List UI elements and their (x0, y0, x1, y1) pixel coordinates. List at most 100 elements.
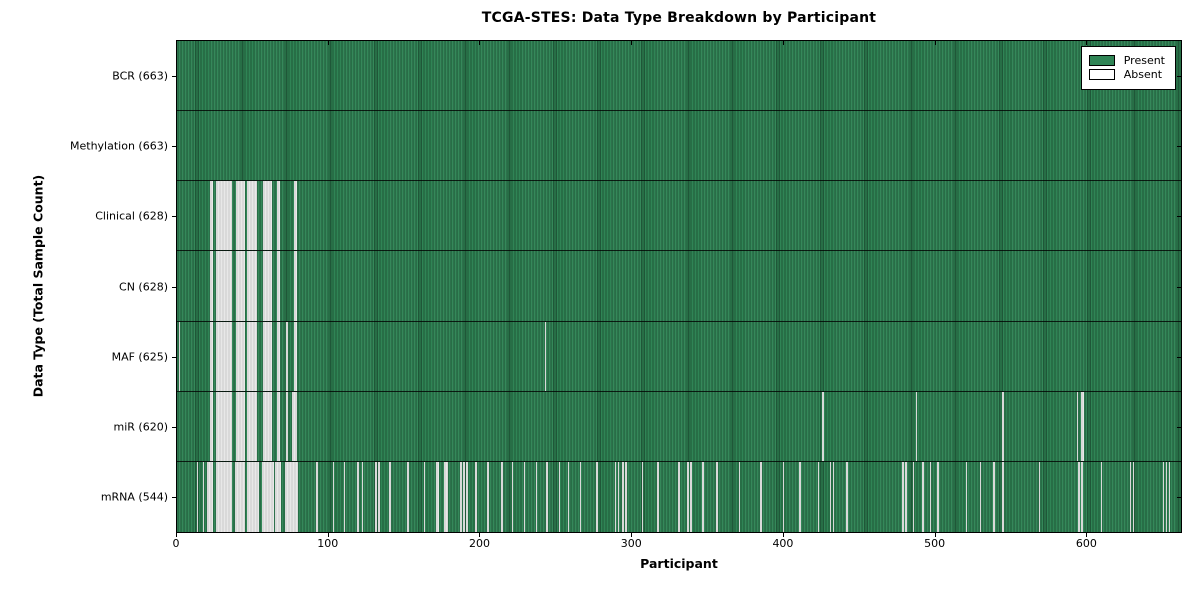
absent-stripe (293, 181, 297, 251)
absent-stripe (993, 461, 995, 532)
absent-stripe (1081, 391, 1085, 461)
absent-stripe (210, 181, 214, 251)
absent-stripe (657, 461, 659, 532)
x-tick-mark (176, 41, 177, 45)
absent-stripe (332, 461, 335, 532)
absent-stripe (236, 391, 246, 461)
ytick-label-cn: CN (628) (119, 280, 168, 293)
absent-stripe (375, 461, 377, 532)
y-tick-mark (172, 76, 176, 78)
absent-stripe (210, 321, 214, 391)
absent-stripe (690, 461, 692, 532)
row-mrna (177, 461, 1181, 532)
absent-stripe (846, 461, 848, 532)
absent-stripe (286, 321, 288, 391)
absent-stripe (937, 461, 939, 532)
absent-stripe (210, 251, 214, 321)
absent-stripe (799, 461, 801, 532)
absent-stripe (596, 461, 598, 532)
absent-stripe (687, 461, 689, 532)
x-axis-label: Participant (640, 556, 718, 571)
absent-stripe (1129, 461, 1131, 532)
absent-stripe (466, 461, 468, 532)
absent-stripe (443, 461, 449, 532)
absent-stripe (544, 321, 547, 391)
absent-stripe (378, 461, 380, 532)
absent-stripe (407, 461, 409, 532)
absent-stripe (276, 181, 280, 251)
absent-stripe (1002, 391, 1004, 461)
legend: Present Absent (1080, 46, 1176, 90)
absent-stripe (822, 391, 824, 461)
absent-stripe (234, 461, 246, 532)
absent-stripe (216, 461, 232, 532)
xtick-label-400: 400 (772, 537, 794, 550)
absent-stripe (236, 251, 246, 321)
y-tick-mark (172, 146, 176, 148)
legend-label-present: Present (1123, 54, 1165, 67)
absent-stripe (716, 461, 718, 532)
absent-stripe (922, 461, 924, 532)
absent-stripe (832, 461, 835, 532)
y-tick-mark (1177, 286, 1181, 288)
absent-stripe (423, 461, 426, 532)
absent-stripe (579, 461, 582, 532)
absent-stripe (782, 461, 785, 532)
absent-stripe (357, 461, 359, 532)
y-tick-mark (1177, 216, 1181, 218)
rows-container (177, 41, 1181, 532)
y-tick-mark (172, 426, 176, 428)
absent-stripe (617, 461, 620, 532)
absent-stripe (292, 391, 297, 461)
absent-stripe (702, 461, 704, 532)
legend-entry-absent: Absent (1088, 68, 1165, 81)
y-tick-mark (172, 496, 176, 498)
absent-stripe (263, 181, 273, 251)
absent-stripe (965, 461, 968, 532)
plot-area: Present Absent (176, 40, 1182, 533)
x-tick-mark (1086, 533, 1088, 537)
xtick-label-300: 300 (620, 537, 642, 550)
absent-stripe (293, 321, 297, 391)
ytick-label-clinical: Clinical (628) (95, 209, 168, 223)
absent-stripe (246, 181, 258, 251)
absent-stripe (1162, 461, 1165, 532)
x-tick-mark (1086, 41, 1088, 45)
ytick-label-mrna: mRNA (544) (100, 490, 168, 504)
absent-stripe (293, 251, 297, 321)
absent-stripe (929, 461, 932, 532)
xtick-label-500: 500 (924, 537, 946, 550)
absent-stripe (1002, 461, 1004, 532)
absent-stripe (178, 321, 180, 391)
legend-label-absent: Absent (1123, 68, 1163, 81)
absent-stripe (286, 391, 288, 461)
row-clinical (177, 181, 1181, 252)
absent-stripe (567, 461, 570, 532)
absent-stripe (216, 391, 232, 461)
x-tick-mark (631, 533, 633, 537)
absent-stripe (246, 461, 259, 532)
absent-stripe (511, 461, 514, 532)
absent-stripe (475, 461, 477, 532)
absent-stripe (558, 461, 561, 532)
absent-stripe (276, 321, 280, 391)
ytick-label-methylation: Methylation (663) (70, 139, 168, 153)
absent-stripe (216, 181, 232, 251)
absent-stripe (284, 461, 299, 532)
xtick-label-600: 600 (1075, 537, 1097, 550)
row-maf (177, 321, 1181, 392)
legend-entry-present: Present (1088, 54, 1165, 67)
ytick-label-mir: miR (620) (113, 420, 169, 434)
x-tick-mark (327, 533, 329, 537)
absent-stripe (216, 251, 232, 321)
x-tick-mark (176, 533, 177, 537)
chart-title: TCGA-STES: Data Type Breakdown by Partic… (481, 10, 877, 26)
absent-stripe (546, 461, 548, 532)
x-tick-mark (934, 533, 936, 537)
absent-stripe (523, 461, 526, 532)
y-tick-mark (1177, 426, 1181, 428)
x-tick-mark (327, 41, 329, 45)
absent-stripe (1076, 391, 1078, 461)
absent-stripe (625, 461, 627, 532)
